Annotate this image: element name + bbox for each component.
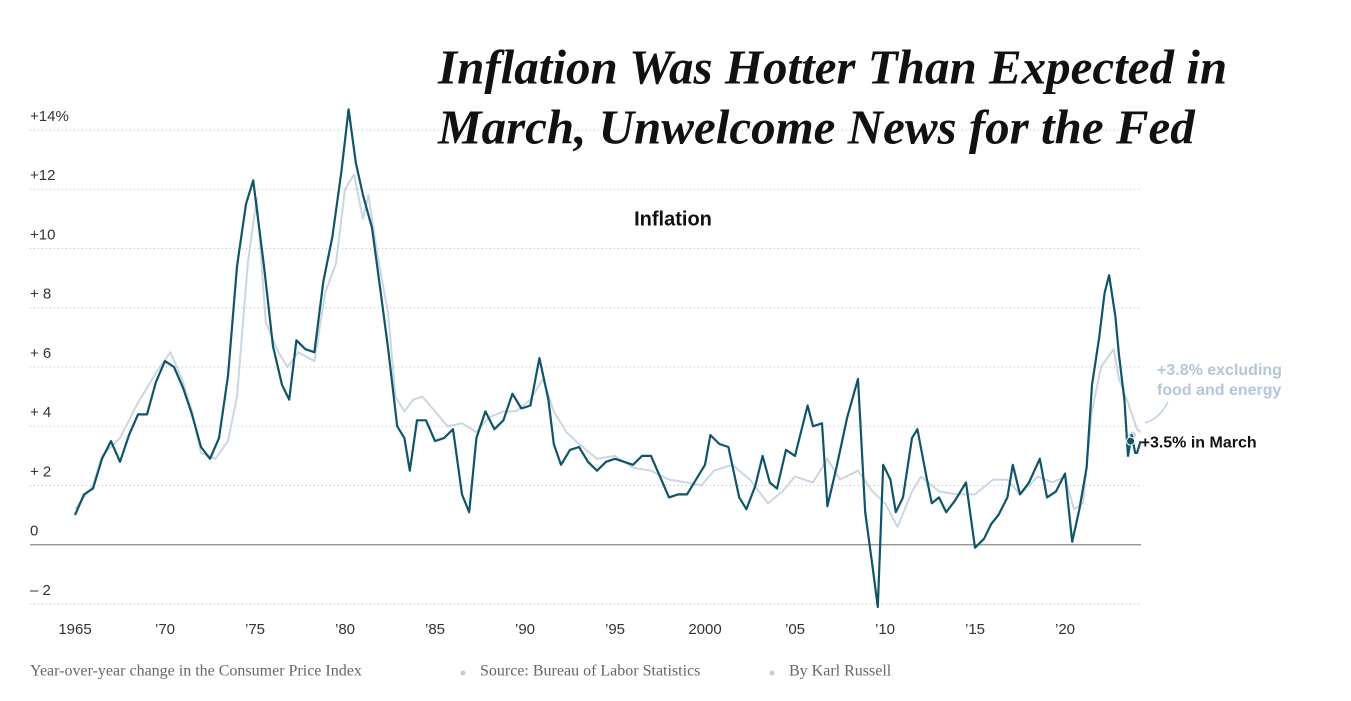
series-line — [74, 173, 1142, 528]
chart-title: Inflation — [634, 208, 712, 230]
annotation: +3.5% in March — [1141, 434, 1257, 451]
footer-source: Source: Bureau of Labor Statistics — [480, 663, 700, 680]
x-tick-label: ’10 — [875, 621, 895, 638]
x-tick-label: ’90 — [515, 621, 535, 638]
footer-byline: By Karl Russell — [789, 663, 892, 680]
annotation: +3.8% excluding — [1157, 362, 1282, 379]
headline-line: Inflation Was Hotter Than Expected in — [437, 39, 1227, 94]
y-tick-label: +14% — [30, 108, 69, 125]
x-tick-label: ’05 — [785, 621, 805, 638]
plot-area: +14% +12 +10 + 8 + 6 + 4 + 2 0 – 2 1965 ’70 ’75 ’80 ’… — [30, 108, 1282, 638]
x-tick-label: 2000 — [688, 621, 721, 638]
x-tick-label: ’70 — [155, 621, 175, 638]
y-tick-label: +12 — [30, 167, 55, 184]
end-dot — [1126, 436, 1136, 446]
x-tick-label: ’95 — [605, 621, 625, 638]
x-tick-label: ’85 — [425, 621, 445, 638]
headline-line: March, Unwelcome News for the Fed — [437, 99, 1196, 154]
x-tick-label: 1965 — [58, 621, 91, 638]
y-tick-label: + 2 — [30, 463, 51, 480]
series-line — [73, 108, 1142, 609]
x-tick-label: ’20 — [1055, 621, 1075, 638]
y-tick-label: + 4 — [30, 404, 51, 421]
annotation: food and energy — [1157, 382, 1282, 399]
y-tick-label: 0 — [30, 523, 38, 540]
x-tick-label: ’75 — [245, 621, 265, 638]
annotation-arrow — [1144, 401, 1169, 424]
x-tick-label: ’80 — [335, 621, 355, 638]
separator — [460, 670, 466, 676]
y-tick-label: + 8 — [30, 286, 51, 303]
y-tick-label: + 6 — [30, 345, 51, 362]
separator — [769, 670, 775, 676]
footer-note: Year-over-year change in the Consumer Pr… — [30, 663, 362, 680]
y-tick-label: – 2 — [30, 582, 51, 599]
y-tick-label: +10 — [30, 226, 55, 243]
x-tick-label: ’15 — [965, 621, 985, 638]
